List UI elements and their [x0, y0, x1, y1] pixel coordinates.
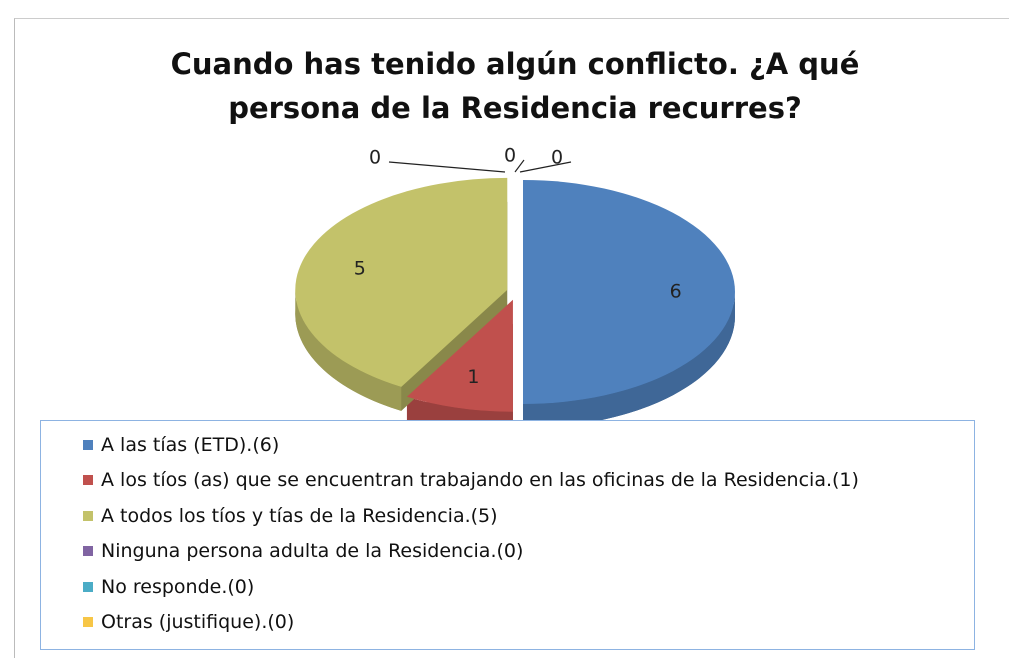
data-label: 6 — [670, 281, 682, 303]
legend: A las tías (ETD).(6) A los tíos (as) que … — [40, 420, 975, 650]
legend-label: A todos los tíos y tías de la Residencia… — [101, 504, 498, 527]
legend-entry: Ninguna persona adulta de la Residencia.… — [83, 534, 974, 570]
leader-line — [519, 161, 572, 173]
legend-entry: No responde.(0) — [83, 569, 974, 605]
slice — [406, 299, 513, 412]
data-label: 0 — [504, 145, 516, 167]
chart-title: Cuando has tenido algún conflicto. ¿A qu… — [170, 47, 860, 125]
legend-swatch — [83, 475, 93, 486]
leader-line — [388, 161, 506, 173]
legend-label: No responde.(0) — [101, 575, 255, 598]
legend-entry: Otras (justifique).(0) — [83, 605, 974, 641]
data-label: 5 — [354, 258, 366, 280]
legend-label: Ninguna persona adulta de la Residencia.… — [101, 540, 524, 563]
legend-entry: A las tías (ETD).(6) — [83, 427, 974, 463]
legend-entry: A los tíos (as) que se encuentran trabaj… — [83, 463, 974, 499]
slice-side — [406, 396, 513, 420]
slice — [523, 180, 735, 404]
data-label: 0 — [551, 147, 563, 169]
legend-swatch — [83, 617, 93, 628]
pie-chart: 6 1 5 0 0 0 — [295, 145, 735, 420]
legend-label: A los tíos (as) que se encuentran trabaj… — [101, 469, 859, 492]
legend-entry: A todos los tíos y tías de la Residencia… — [83, 498, 974, 534]
legend-label: A las tías (ETD).(6) — [101, 433, 280, 456]
legend-swatch — [83, 581, 93, 592]
slice — [295, 177, 508, 387]
slice-side — [523, 292, 735, 420]
legend-swatch — [83, 546, 93, 557]
data-label: 1 — [467, 366, 479, 388]
legend-swatch — [83, 510, 93, 521]
slice-side — [295, 289, 402, 411]
page: {"chart_data": {"type": "pie", "title": … — [14, 18, 1009, 658]
data-label: 0 — [369, 147, 381, 169]
legend-swatch — [83, 439, 93, 450]
legend-label: Otras (justifique).(0) — [101, 611, 295, 634]
leader-line — [514, 159, 525, 173]
chart-frame — [14, 18, 1009, 658]
